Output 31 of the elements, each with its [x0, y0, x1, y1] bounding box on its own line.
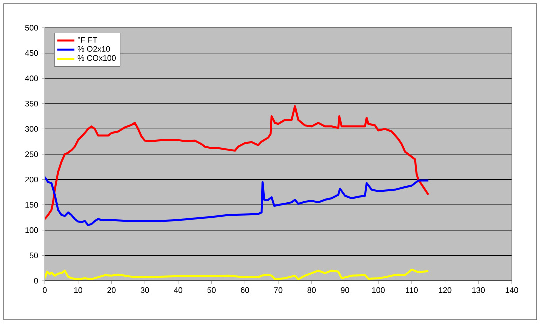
x-tick-label: 60 — [241, 288, 250, 294]
legend-label: °F FT — [78, 37, 98, 43]
y-tick-label: 200 — [26, 176, 38, 183]
x-tick-label: 90 — [341, 288, 350, 294]
legend-label: % COx100 — [78, 55, 116, 62]
y-tick-label: 350 — [25, 101, 38, 107]
x-tick-label: 40 — [174, 288, 183, 294]
x-tick-label: 130 — [472, 288, 485, 294]
x-tick-label: 70 — [274, 288, 283, 294]
x-tick-label: 50 — [208, 288, 216, 294]
x-tick-label: 20 — [108, 288, 116, 294]
y-tick-label: 150 — [26, 202, 38, 208]
x-tick-label: 30 — [140, 288, 150, 294]
y-tick-label: 0 — [34, 278, 38, 284]
y-tick-label: 400 — [25, 76, 38, 82]
x-tick-label: 140 — [506, 288, 518, 294]
x-tick-label: 10 — [74, 288, 83, 294]
line-series — [45, 268, 430, 280]
y-tick-label: 300 — [25, 126, 38, 132]
y-tick-label: 50 — [30, 252, 38, 259]
y-tick-label: 250 — [26, 152, 38, 158]
x-tick-label: 80 — [308, 288, 316, 294]
x-tick-label: 120 — [439, 288, 452, 294]
x-tick-label: 100 — [372, 288, 385, 294]
y-tick-label: 450 — [25, 50, 38, 56]
legend-label: % O2x10 — [78, 46, 110, 52]
y-tick-label: 500 — [25, 25, 38, 31]
x-tick-label: 110 — [406, 288, 418, 294]
x-tick-label: 0 — [43, 288, 47, 294]
line-series — [45, 176, 430, 226]
y-tick-label: 100 — [26, 228, 38, 234]
